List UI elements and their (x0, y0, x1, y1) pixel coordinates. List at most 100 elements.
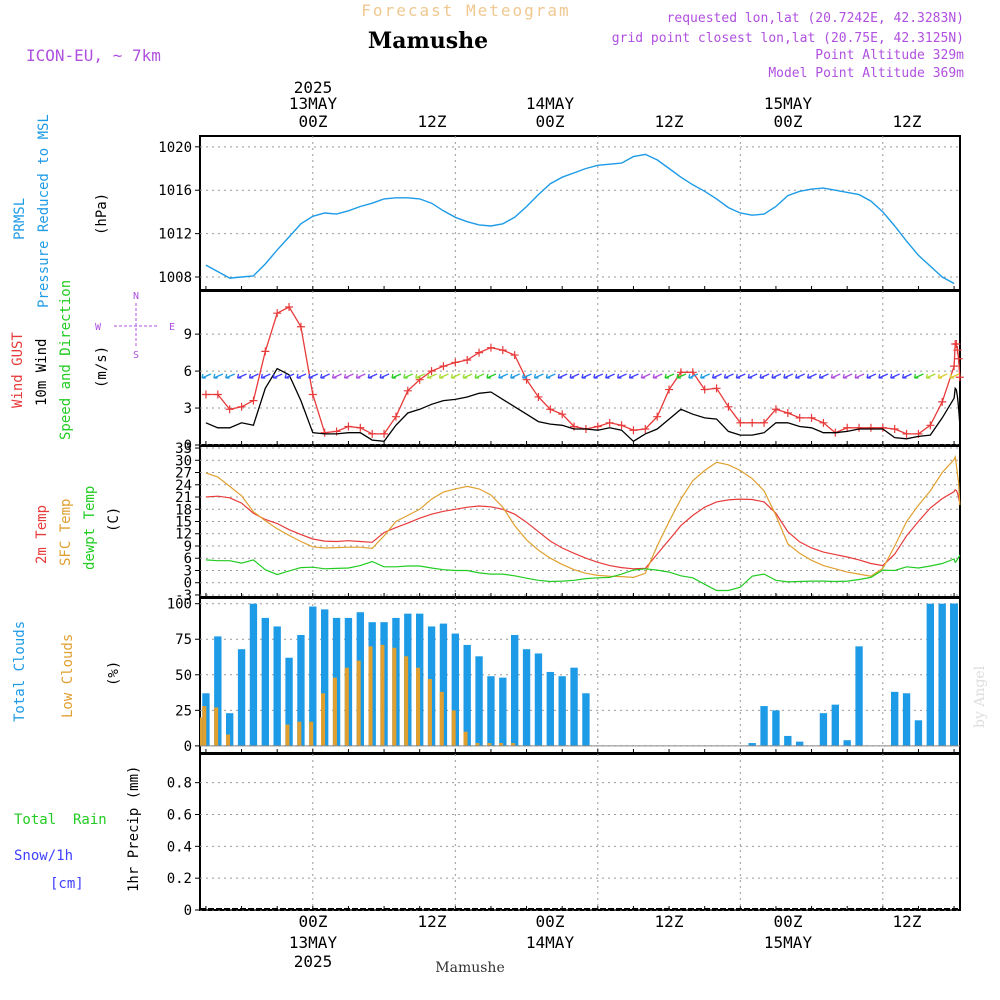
bottom-tick-3: 12Z (655, 912, 684, 931)
cloud-low-bar (392, 647, 397, 746)
ytick-label-pressure-3: 1020 (158, 140, 192, 156)
wind-arrow (379, 373, 390, 379)
label-1hr-precip: 1hr Precip (mm) (126, 766, 142, 892)
gust-marker (558, 410, 567, 419)
ytick-label-precip-3: 0.6 (167, 807, 192, 823)
gust-marker (712, 384, 721, 393)
gust-marker (427, 367, 436, 376)
ytick-label-temp-9: 24 (175, 478, 192, 494)
wind-arrow (616, 373, 627, 379)
label-pressure: Pressure Reduced to MSL (36, 114, 52, 308)
top-tick-2: 00Z (536, 112, 565, 131)
wind-arrow (486, 373, 497, 379)
cloud-total-bar (796, 741, 804, 746)
gust-marker (403, 386, 412, 395)
wind-arrow (925, 373, 936, 379)
wind-arrow (521, 373, 532, 379)
ytick-label-temp-4: 9 (184, 539, 192, 555)
gust-marker (700, 385, 709, 394)
wind-arrow (343, 373, 354, 379)
cloud-total-bar (511, 634, 519, 746)
compass-n: N (133, 291, 139, 302)
wind-arrow (700, 373, 710, 379)
gridpoint-coords: grid point closest lon,lat (20.75E, 42.3… (612, 31, 964, 46)
bottom-date-1: 13MAY (289, 933, 338, 952)
ytick-label-temp-7: 18 (175, 502, 192, 518)
gust-marker (843, 423, 852, 432)
cloud-low-bar (368, 646, 373, 746)
cloud-total-bar (237, 649, 246, 746)
cloud-low-bar (344, 667, 349, 746)
top-date-3: 15MAY (764, 94, 813, 113)
cloud-total-bar (273, 626, 281, 746)
wind-arrow (510, 373, 520, 379)
ytick-label-precip-2: 0.4 (167, 839, 192, 855)
label-dewpt-temp: dewpt Temp (82, 486, 98, 570)
gust-marker (285, 303, 294, 312)
top-tick-0: 00Z (299, 112, 328, 131)
ytick-label-clouds-2: 50 (175, 668, 192, 684)
wind-arrow (830, 373, 841, 379)
gust-marker (807, 413, 816, 422)
cloud-low-bar (416, 667, 421, 746)
cloud-total-bar (784, 735, 792, 746)
label-wind-gust: Wind GUST (10, 332, 26, 408)
wind-arrow (735, 373, 746, 379)
gust-marker (955, 373, 964, 382)
gust-marker (665, 385, 674, 394)
wind-arrow (367, 373, 378, 379)
gust-marker (890, 424, 899, 433)
wind-arrow (878, 373, 889, 379)
wind-arrow (806, 373, 817, 379)
wind-arrow (213, 373, 224, 379)
top-tick-1: 12Z (418, 112, 447, 131)
wind-arrow (818, 373, 829, 379)
gust-marker (688, 368, 697, 377)
bottom-date-3: 15MAY (764, 933, 813, 952)
cloud-total-bar (772, 710, 780, 746)
cloud-low-bar (356, 660, 361, 746)
cloud-total-bar (475, 656, 483, 746)
wind-arrow (676, 373, 687, 379)
cloud-low-bar (511, 743, 516, 746)
label-cm: [cm] (50, 876, 84, 892)
wind-arrow (391, 373, 402, 379)
cloud-total-bar (439, 623, 448, 746)
cloud-total-bar (546, 671, 554, 746)
wind-arrow (201, 373, 212, 379)
compass-e: E (169, 322, 175, 333)
wind-arrow (854, 373, 865, 379)
top-tick-5: 12Z (893, 112, 922, 131)
ytick-label-pressure-0: 1008 (158, 270, 192, 286)
wind-arrow (949, 373, 960, 379)
cloud-low-bar (200, 717, 203, 746)
cloud-total-bar (891, 691, 899, 746)
wind-arrow (260, 373, 271, 379)
gust-marker (368, 429, 377, 438)
cloud-low-bar (475, 743, 480, 746)
cloud-low-bar (487, 743, 492, 746)
cloud-total-bar (748, 743, 756, 746)
gust-marker (534, 392, 543, 401)
cloud-total-bar (570, 667, 578, 746)
cloud-low-bar (297, 721, 302, 746)
cloud-total-bar (558, 676, 566, 746)
ytick-label-wind-2: 6 (184, 364, 192, 380)
cloud-low-bar (404, 656, 409, 746)
series-sfc-temp (205, 454, 961, 579)
cloud-total-bar (249, 603, 258, 746)
wind-arrow (688, 373, 699, 379)
credit: by Angel (972, 665, 988, 728)
cloud-low-bar (439, 691, 444, 746)
bottom-tick-4: 00Z (774, 912, 803, 931)
gust-marker (320, 428, 329, 437)
cloud-total-bar (855, 646, 863, 746)
panel-frame-wind (199, 290, 961, 446)
label-2m-temp: 2m Temp (34, 505, 50, 564)
label-sfc-temp: SFC Temp (58, 499, 74, 566)
model-label: ICON-EU, ~ 7km (26, 46, 161, 65)
gust-marker (866, 423, 875, 432)
cloud-total-bar (819, 713, 828, 746)
gust-marker (261, 347, 270, 356)
